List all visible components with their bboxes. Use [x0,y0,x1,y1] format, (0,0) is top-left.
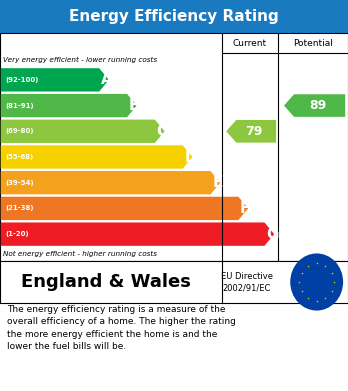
Text: The energy efficiency rating is a measure of the
overall efficiency of a home. T: The energy efficiency rating is a measur… [7,305,236,352]
Text: (39-54): (39-54) [5,180,34,186]
Text: G: G [266,227,279,242]
Text: 89: 89 [309,99,326,112]
Polygon shape [1,94,137,117]
Text: 79: 79 [245,125,263,138]
Text: EU Directive
2002/91/EC: EU Directive 2002/91/EC [221,272,272,292]
Text: (92-100): (92-100) [5,77,39,83]
Text: Not energy efficient - higher running costs: Not energy efficient - higher running co… [3,251,158,257]
Text: C: C [157,124,168,139]
Text: B: B [129,98,140,113]
Polygon shape [1,222,274,246]
Text: F: F [240,201,251,216]
Bar [0,261,348,303]
Text: England & Wales: England & Wales [22,273,191,291]
Bar [0,0,348,33]
Text: (1-20): (1-20) [5,231,29,237]
Ellipse shape [290,253,343,310]
Polygon shape [1,68,109,91]
Polygon shape [284,94,345,117]
Polygon shape [1,197,248,220]
Text: Potential: Potential [293,38,333,47]
Text: Current: Current [233,38,267,47]
Text: (69-80): (69-80) [5,128,34,134]
Text: Energy Efficiency Rating: Energy Efficiency Rating [69,9,279,24]
Text: A: A [101,72,113,87]
Text: D: D [184,149,197,165]
Text: E: E [212,175,223,190]
Text: (21-38): (21-38) [5,205,34,212]
Bar [0,33,348,261]
Text: Very energy efficient - lower running costs: Very energy efficient - lower running co… [3,57,158,63]
Polygon shape [1,171,220,194]
Polygon shape [1,145,192,169]
Polygon shape [1,120,165,143]
Text: (55-68): (55-68) [5,154,33,160]
Polygon shape [226,120,276,143]
Text: (81-91): (81-91) [5,102,34,109]
